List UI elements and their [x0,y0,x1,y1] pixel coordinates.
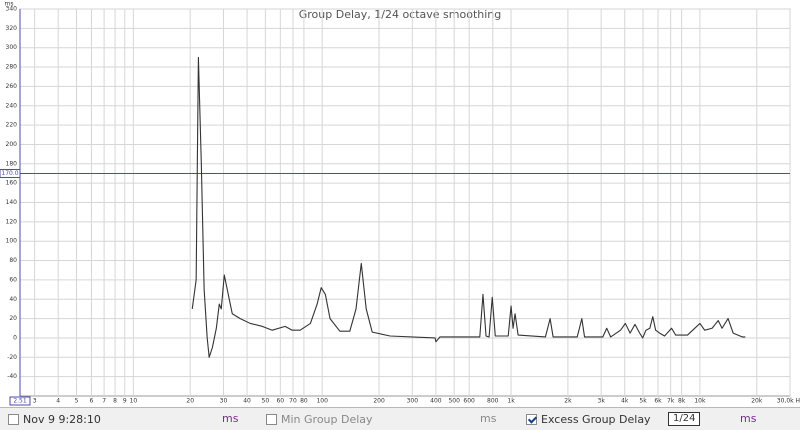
x-tick-label: 8k [678,398,686,405]
y-tick-label: 260 [6,83,18,90]
y-tick-label: 280 [6,64,18,71]
x-tick-label: 30,0k Hz [777,398,800,405]
cursor-box [0,168,21,178]
x-tick-label: 50 [262,398,270,405]
cursor-label: 170.0 [1,170,18,177]
x-tick-label: 1k [507,398,515,405]
trace-1[interactable]: Nov 9 9:28:10 [8,411,101,427]
y-tick-label: 180 [6,160,18,167]
x-tick-label: 80 [300,398,308,405]
chart-title: Group Delay, 1/24 octave smoothing [299,8,502,21]
y-tick-label: 240 [6,102,18,109]
y-tick-label: 300 [6,44,18,51]
x-tick-label: 200 [373,398,385,405]
x-tick-label: 6 [90,398,94,405]
y-tick-label: 200 [6,141,18,148]
x-tick-label: 9 [123,398,127,405]
x-tick-label: 4 [56,398,60,405]
unit: ms [480,412,497,425]
y-tick-label: 20 [9,315,17,322]
x-tick-label: 500 [448,398,460,405]
x-tick-label: 4k [621,398,629,405]
trace-2[interactable]: Min Group Delay [266,411,373,427]
y-tick-label: 80 [9,257,17,264]
x-tick-label: 100 [316,398,328,405]
checkbox[interactable] [526,413,537,425]
x-tick-label: 10k [694,398,706,405]
x-tick-label: 2k [564,398,572,405]
unit: ms [740,412,757,425]
x-tick-label: 70 [289,398,297,405]
x-tick-label: 7 [102,398,106,405]
x-tick-label: 7k [667,398,675,405]
x-tick-label: 10 [130,398,138,405]
y-tick-label: 0 [13,334,17,341]
y-tick-label: 100 [6,238,18,245]
trace-3[interactable]: Excess Group Delay [526,411,651,427]
x-tick-label: 8 [113,398,117,405]
x-tick-label: 40 [243,398,251,405]
chart: Group Delay, 1/24 octave smoothing ms -4… [0,1,800,406]
x-tick-label: 30 [220,398,228,405]
x-tick-label: 20k [751,398,763,405]
x-tick-label: 5k [639,398,647,405]
smoothing[interactable]: 1/24 [668,412,701,426]
checkbox[interactable] [8,413,19,425]
x-tick-label: 300 [407,398,419,405]
x-tick-label: 5 [75,398,79,405]
x-tick-label: 60 [276,398,284,405]
y-tick-label: 340 [6,6,18,13]
trace-label: Excess Group Delay [541,412,651,426]
y-tick-label: -20 [7,354,17,361]
x-tick-label: 800 [487,398,499,405]
cursor-label: 2.51 [13,398,27,405]
y-tick-label: 60 [9,276,17,283]
x-tick-label: 600 [463,398,475,405]
unit: ms [222,412,239,425]
y-unit: ms [5,1,14,8]
trace-label: Nov 9 9:28:10 [23,412,101,426]
x-tick-label: 3k [598,398,606,405]
data-line [191,56,746,358]
y-tick-label: 160 [6,180,18,187]
y-tick-label: 120 [6,218,18,225]
y-tick-label: 140 [6,199,18,206]
y-tick-label: 220 [6,122,18,129]
toolbar: Nov 9 9:28:10 ms Min Group Delay ms Exce… [0,407,800,430]
y-tick-label: -40 [7,373,17,380]
checkbox[interactable] [266,413,277,425]
y-tick-label: 40 [9,296,17,303]
x-tick-label: 20 [186,398,194,405]
cursor-box [9,396,31,406]
trace-label: Min Group Delay [281,412,373,426]
x-tick-label: 3 [33,398,37,405]
x-tick-label: 400 [430,398,442,405]
x-tick-label: 6k [654,398,662,405]
y-tick-label: 320 [6,25,18,32]
